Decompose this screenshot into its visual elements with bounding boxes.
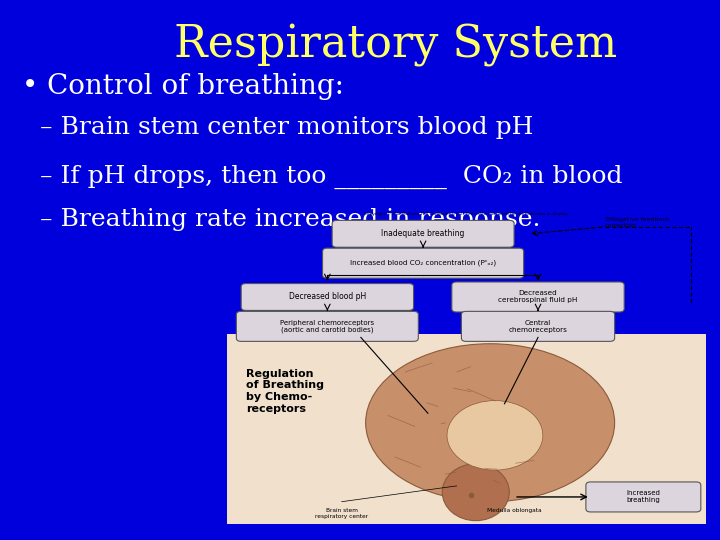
Text: Respiratory System: Respiratory System — [174, 24, 618, 68]
FancyBboxPatch shape — [323, 248, 523, 278]
FancyBboxPatch shape — [462, 312, 615, 341]
Ellipse shape — [442, 464, 509, 521]
Text: Copyright © The McGraw-Hill Companies, Inc. Permission required for reproduction: Copyright © The McGraw-Hill Companies, I… — [364, 212, 569, 215]
Text: Brain stem
respiratory center: Brain stem respiratory center — [315, 508, 368, 519]
FancyBboxPatch shape — [241, 284, 413, 310]
Text: Medulla oblongata: Medulla oblongata — [487, 508, 541, 513]
Text: Peripheral chemoreceptors
(aortic and carotid bodies): Peripheral chemoreceptors (aortic and ca… — [280, 320, 374, 333]
Text: – Brain stem center monitors blood pH: – Brain stem center monitors blood pH — [40, 116, 533, 139]
Text: • Control of breathing:: • Control of breathing: — [22, 73, 343, 100]
FancyBboxPatch shape — [227, 334, 706, 524]
Ellipse shape — [366, 344, 615, 502]
Text: Increased blood CO₂ concentration (Pᶜₒ₂): Increased blood CO₂ concentration (Pᶜₒ₂) — [350, 260, 496, 266]
Text: Increased
breathing: Increased breathing — [626, 490, 660, 503]
FancyBboxPatch shape — [236, 312, 418, 341]
Text: Decreased
cerebrospinal fluid pH: Decreased cerebrospinal fluid pH — [498, 291, 577, 303]
Text: Central
chemoreceptors: Central chemoreceptors — [508, 320, 567, 333]
Text: ⊙Negative feedback
correction: ⊙Negative feedback correction — [605, 217, 670, 227]
Text: – Breathing rate increased in response.: – Breathing rate increased in response. — [40, 208, 540, 231]
Text: – If pH drops, then too _________  CO₂ in blood: – If pH drops, then too _________ CO₂ in… — [40, 165, 622, 189]
FancyBboxPatch shape — [586, 482, 701, 512]
FancyBboxPatch shape — [332, 220, 514, 247]
Ellipse shape — [447, 401, 543, 470]
Text: Inadequate breathing: Inadequate breathing — [382, 230, 465, 238]
Text: Decreased blood pH: Decreased blood pH — [289, 293, 366, 301]
Text: Regulation
of Breathing
by Chemo-
receptors: Regulation of Breathing by Chemo- recept… — [246, 369, 324, 414]
FancyBboxPatch shape — [452, 282, 624, 312]
